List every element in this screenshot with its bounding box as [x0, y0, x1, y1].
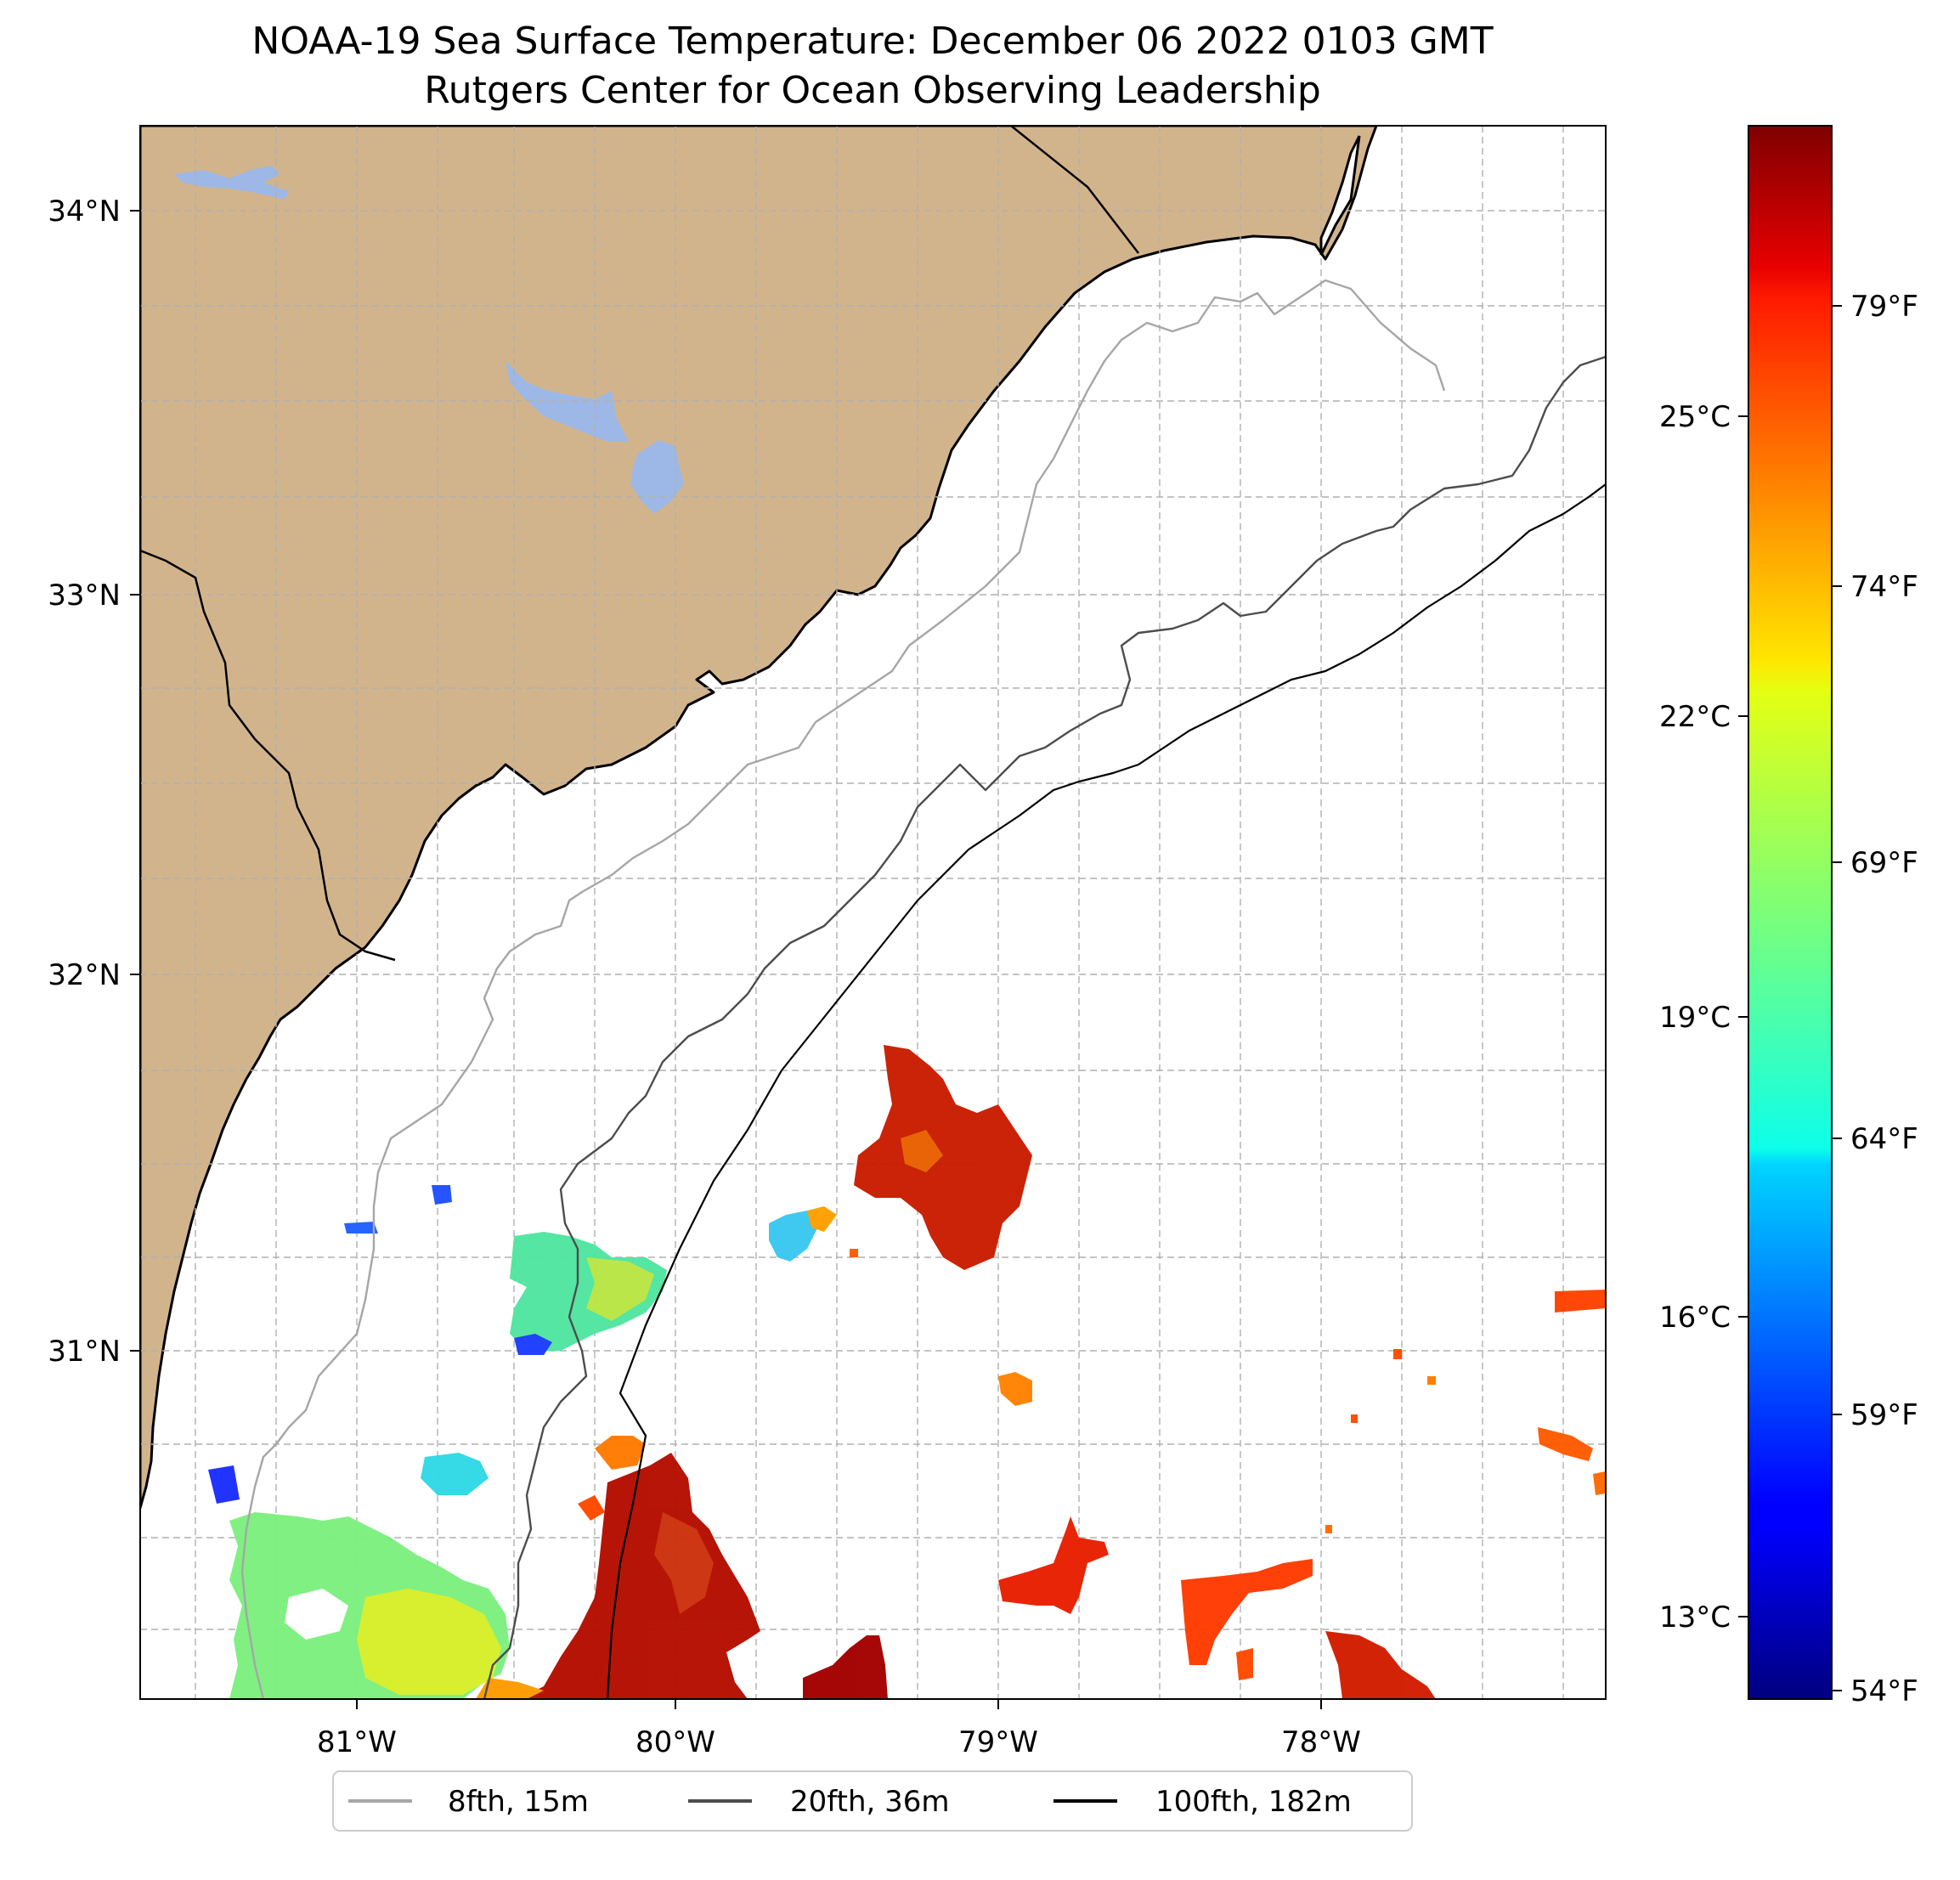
- sst-patch-nearshore-blue: [514, 1334, 552, 1355]
- lat-label: 33°N: [48, 579, 121, 613]
- lon-label: 79°W: [958, 1725, 1038, 1759]
- legend-frame: [332, 1770, 1413, 1832]
- sst-patches: [208, 1045, 1606, 1699]
- isobath-legend: 8fth, 15m 20fth, 36m 100fth, 182m: [332, 1770, 1413, 1832]
- sst-patch-east-8: [1593, 1471, 1606, 1495]
- sst-patch-south-4: [578, 1495, 605, 1521]
- fahrenheit-tick-label: 64°F: [1850, 1122, 1918, 1156]
- lon-label: 80°W: [635, 1725, 715, 1759]
- map-panel: [140, 126, 1606, 1699]
- isobath-100fth: [606, 483, 1606, 1699]
- sst-patch-central-cyan-warm: [807, 1206, 837, 1232]
- colorbar: 13°C 16°C 19°C 22°C 25°C 54°F 59°F 64°F …: [1659, 125, 1918, 1708]
- celsius-tick-label: 19°C: [1659, 1001, 1731, 1035]
- chart-title-line1: NOAA-19 Sea Surface Temperature: Decembe…: [251, 20, 1493, 63]
- sst-patch-speck-4: [1427, 1376, 1436, 1385]
- celsius-tick-label: 25°C: [1659, 400, 1731, 434]
- legend-label-8fth: 8fth, 15m: [448, 1785, 589, 1819]
- legend-label-20fth: 20fth, 36m: [790, 1785, 950, 1819]
- sst-patch-east-5: [998, 1372, 1032, 1406]
- fahrenheit-tick-label: 59°F: [1850, 1398, 1918, 1432]
- fahrenheit-tick-label: 54°F: [1850, 1674, 1918, 1708]
- sst-patch-speck-2: [1351, 1414, 1358, 1423]
- sst-patch-south-3: [595, 1436, 646, 1470]
- isobath-8fth: [240, 279, 1446, 1699]
- sst-patch-large-south-core: [654, 1512, 714, 1614]
- sst-patch-south-2: [803, 1635, 888, 1699]
- lat-label: 34°N: [48, 195, 121, 229]
- sst-patch-southwest-hole: [285, 1589, 348, 1640]
- sst-patch-southwest-yellow: [357, 1589, 501, 1695]
- latitude-labels: 34°N 33°N 32°N 31°N: [48, 195, 121, 1369]
- sst-patch-small-blue-2: [344, 1222, 378, 1234]
- coastal-islands: [1319, 135, 1361, 256]
- longitude-labels: 81°W 80°W 79°W 78°W: [317, 1725, 1361, 1759]
- lake-marion: [506, 361, 629, 442]
- sst-patch-central-cyan: [769, 1211, 820, 1262]
- sst-patch-east-4: [1325, 1631, 1436, 1699]
- legend-label-100fth: 100fth, 182m: [1155, 1785, 1352, 1819]
- lat-label: 31°N: [48, 1335, 121, 1369]
- colorbar-fahrenheit-ticks: [1832, 305, 1842, 1691]
- lat-label: 32°N: [48, 958, 121, 992]
- sst-patch-far-south-orange: [476, 1678, 544, 1699]
- sst-patch-central-east-cool: [901, 1130, 943, 1172]
- lon-label: 78°W: [1281, 1725, 1361, 1759]
- sst-patch-speck-1: [1393, 1349, 1402, 1359]
- isobath-20fth: [483, 355, 1606, 1699]
- sst-patch-small-blue-1: [432, 1185, 452, 1205]
- sst-patch-nearshore-yellow: [586, 1257, 654, 1321]
- sst-patch-east-2: [1181, 1559, 1313, 1665]
- fahrenheit-tick-label: 69°F: [1850, 846, 1918, 880]
- sst-patch-central-east: [854, 1045, 1032, 1270]
- axis-ticks: [130, 210, 1322, 1709]
- county-border: [140, 549, 396, 962]
- celsius-tick-label: 16°C: [1659, 1301, 1731, 1335]
- lake-moultrie: [630, 440, 684, 514]
- sst-patch-east-6: [1555, 1290, 1606, 1313]
- map-frame: [139, 125, 1607, 1700]
- sst-patch-speck-5: [850, 1249, 858, 1257]
- celsius-tick-label: 22°C: [1659, 700, 1731, 734]
- fahrenheit-tick-label: 79°F: [1850, 290, 1918, 324]
- sst-patch-large-south: [518, 1453, 760, 1699]
- colorbar-celsius-labels: 13°C 16°C 19°C 22°C 25°C: [1659, 400, 1731, 1634]
- lon-label: 81°W: [317, 1725, 397, 1759]
- celsius-tick-label: 13°C: [1659, 1601, 1731, 1634]
- colorbar-gradient: [1748, 125, 1833, 1700]
- colorbar-celsius-ticks: [1738, 415, 1748, 1617]
- sst-patch-southwest-cyan: [421, 1453, 489, 1495]
- state-border: [1010, 126, 1139, 254]
- sst-patch-coast-blue: [208, 1465, 240, 1504]
- sst-patch-east-7: [1538, 1427, 1593, 1461]
- sst-patch-east-3: [1236, 1648, 1253, 1680]
- lake-north: [174, 166, 289, 200]
- sst-patch-east-1: [998, 1516, 1109, 1614]
- fahrenheit-tick-label: 74°F: [1850, 570, 1918, 604]
- colorbar-fahrenheit-labels: 54°F 59°F 64°F 69°F 74°F 79°F: [1850, 290, 1918, 1708]
- chart-title-line2: Rutgers Center for Ocean Observing Leade…: [424, 69, 1321, 112]
- sst-patch-speck-3: [1325, 1525, 1332, 1533]
